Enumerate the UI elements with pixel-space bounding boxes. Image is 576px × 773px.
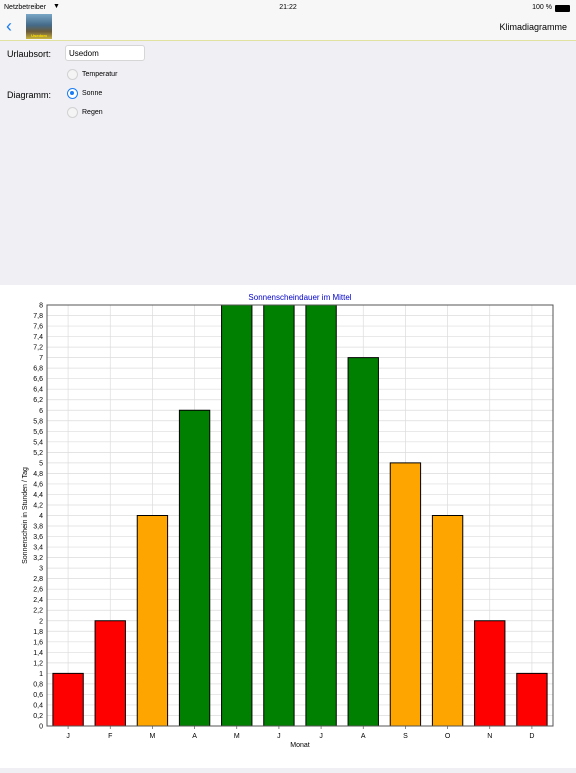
x-axis-label: Monat bbox=[290, 742, 310, 749]
bar bbox=[516, 672, 548, 727]
y-tick-label: 7,6 bbox=[33, 324, 43, 331]
y-tick-label: 3,6 bbox=[33, 534, 43, 541]
y-tick-label: 7,4 bbox=[33, 334, 43, 341]
back-chevron-icon[interactable]: ‹ bbox=[6, 16, 12, 36]
y-tick-label: 4,4 bbox=[33, 492, 43, 499]
y-tick-label: 6,2 bbox=[33, 397, 43, 404]
y-tick-label: 1,6 bbox=[33, 639, 43, 646]
battery-icon bbox=[555, 5, 570, 12]
radio-selected-dot bbox=[70, 91, 74, 95]
y-tick-label: 6,4 bbox=[33, 387, 43, 394]
x-tick-label: J bbox=[277, 733, 281, 740]
y-axis-label: Sonnenschein in Stunden / Tag bbox=[22, 467, 29, 564]
bar bbox=[347, 357, 379, 727]
carrier-label: Netzbetreiber bbox=[4, 4, 47, 11]
y-tick-label: 4 bbox=[39, 513, 43, 520]
bar bbox=[389, 462, 422, 727]
bar bbox=[94, 620, 126, 727]
x-tick-label: O bbox=[445, 733, 451, 740]
status-bar: Netzbetreiber ▼ 21:22 100 % bbox=[0, 0, 576, 14]
bar bbox=[221, 304, 253, 727]
battery-percent: 100 % bbox=[532, 4, 552, 11]
x-tick-label: J bbox=[319, 733, 323, 740]
x-tick-label: A bbox=[361, 733, 366, 740]
y-tick-label: 4,8 bbox=[33, 471, 43, 478]
y-tick-label: 1,4 bbox=[33, 650, 43, 657]
x-tick-label: A bbox=[192, 733, 197, 740]
navigation-bar: ‹ Usedom Klimadiagramme bbox=[0, 14, 576, 41]
y-tick-label: 6,6 bbox=[33, 376, 43, 383]
y-tick-label: 2,2 bbox=[33, 608, 43, 615]
location-label: Urlaubsort: bbox=[7, 49, 52, 59]
y-tick-label: 5,8 bbox=[33, 418, 43, 425]
y-tick-label: 0,6 bbox=[33, 692, 43, 699]
sunshine-bar-chart: 0 0,2 0,4 0,6 0,8 1 1,2 1,4 1,6 1,8 2 2,2 2,4 2,6 2,8 3… bbox=[22, 293, 554, 749]
y-tick-label: 1 bbox=[39, 671, 43, 678]
bar bbox=[136, 515, 169, 727]
radio-sonne-label[interactable]: Sonne bbox=[82, 90, 103, 97]
bar bbox=[305, 304, 337, 727]
app-logo: Usedom bbox=[26, 14, 52, 39]
radio-temperatur[interactable] bbox=[67, 69, 78, 80]
x-tick-label: F bbox=[108, 733, 112, 740]
bar bbox=[52, 672, 84, 727]
y-tick-label: 2,6 bbox=[33, 587, 43, 594]
y-tick-label: 5,6 bbox=[33, 429, 43, 436]
radio-sonne[interactable] bbox=[67, 88, 78, 99]
y-tick-label: 3,8 bbox=[33, 524, 43, 531]
bar bbox=[178, 409, 211, 727]
location-input[interactable]: Usedom bbox=[65, 45, 145, 61]
radio-regen[interactable] bbox=[67, 107, 78, 118]
x-tick-label: M bbox=[234, 733, 240, 740]
x-tick-label: N bbox=[487, 733, 492, 740]
y-tick-label: 6 bbox=[39, 408, 43, 415]
clock: 21:22 bbox=[279, 4, 297, 11]
bar bbox=[474, 620, 506, 727]
page-title: Klimadiagramme bbox=[499, 22, 567, 32]
y-tick-label: 7,2 bbox=[33, 345, 43, 352]
y-tick-label: 0,4 bbox=[33, 702, 43, 709]
x-tick-label: D bbox=[529, 733, 534, 740]
y-tick-label: 0,2 bbox=[33, 713, 43, 720]
bar bbox=[263, 304, 295, 727]
diagram-label: Diagramm: bbox=[7, 90, 52, 100]
y-tick-label: 2,4 bbox=[33, 597, 43, 604]
y-tick-label: 7 bbox=[39, 355, 43, 362]
wifi-icon: ▼ bbox=[53, 3, 60, 10]
y-tick-label: 3,2 bbox=[33, 555, 43, 562]
y-tick-label: 6,8 bbox=[33, 366, 43, 373]
y-tick-label: 0 bbox=[39, 724, 43, 731]
y-tick-label: 4,2 bbox=[33, 502, 43, 509]
y-tick-label: 7,8 bbox=[33, 313, 43, 320]
y-tick-label: 5 bbox=[39, 460, 43, 467]
y-tick-label: 5,2 bbox=[33, 450, 43, 457]
logo-text: Usedom bbox=[31, 33, 47, 38]
x-tick-label: J bbox=[66, 733, 70, 740]
bar bbox=[431, 515, 464, 727]
chart-title: Sonnenscheindauer im Mittel bbox=[248, 293, 351, 302]
y-tick-label: 1,8 bbox=[33, 629, 43, 636]
y-tick-label: 4,6 bbox=[33, 481, 43, 488]
radio-temperatur-label[interactable]: Temperatur bbox=[82, 71, 118, 78]
y-tick-label: 0,8 bbox=[33, 681, 43, 688]
x-tick-label: M bbox=[149, 733, 155, 740]
radio-regen-label[interactable]: Regen bbox=[82, 109, 103, 116]
y-tick-label: 2 bbox=[39, 618, 43, 625]
y-tick-label: 1,2 bbox=[33, 660, 43, 667]
y-tick-label: 3,4 bbox=[33, 545, 43, 552]
y-tick-label: 2,8 bbox=[33, 576, 43, 583]
plot-frame bbox=[46, 304, 554, 727]
chart-panel: 0 0,2 0,4 0,6 0,8 1 1,2 1,4 1,6 1,8 2 2,2 2,4 2,6 2,8 3… bbox=[0, 285, 576, 768]
y-tick-label: 8 bbox=[39, 303, 43, 310]
y-tick-label: 5,4 bbox=[33, 439, 43, 446]
x-tick-label: S bbox=[403, 733, 408, 740]
y-tick-label: 3 bbox=[39, 566, 43, 573]
